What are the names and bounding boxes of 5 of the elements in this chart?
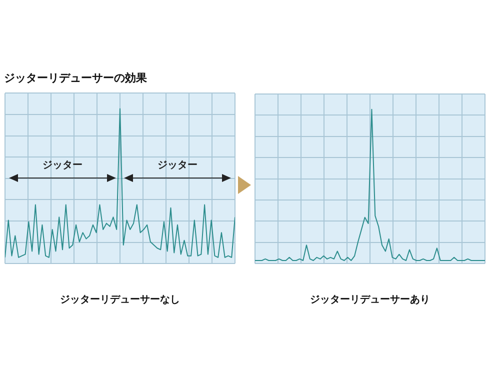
x-axis-title: ジッターリデューサーあり: [310, 294, 430, 306]
annotation: ジッター: [156, 159, 198, 172]
annotation: ジッター: [42, 159, 84, 172]
chart-title: ジッターリデューサーの効果: [4, 71, 148, 84]
x-axis-title: ジッターリデューサーなし: [60, 294, 180, 306]
